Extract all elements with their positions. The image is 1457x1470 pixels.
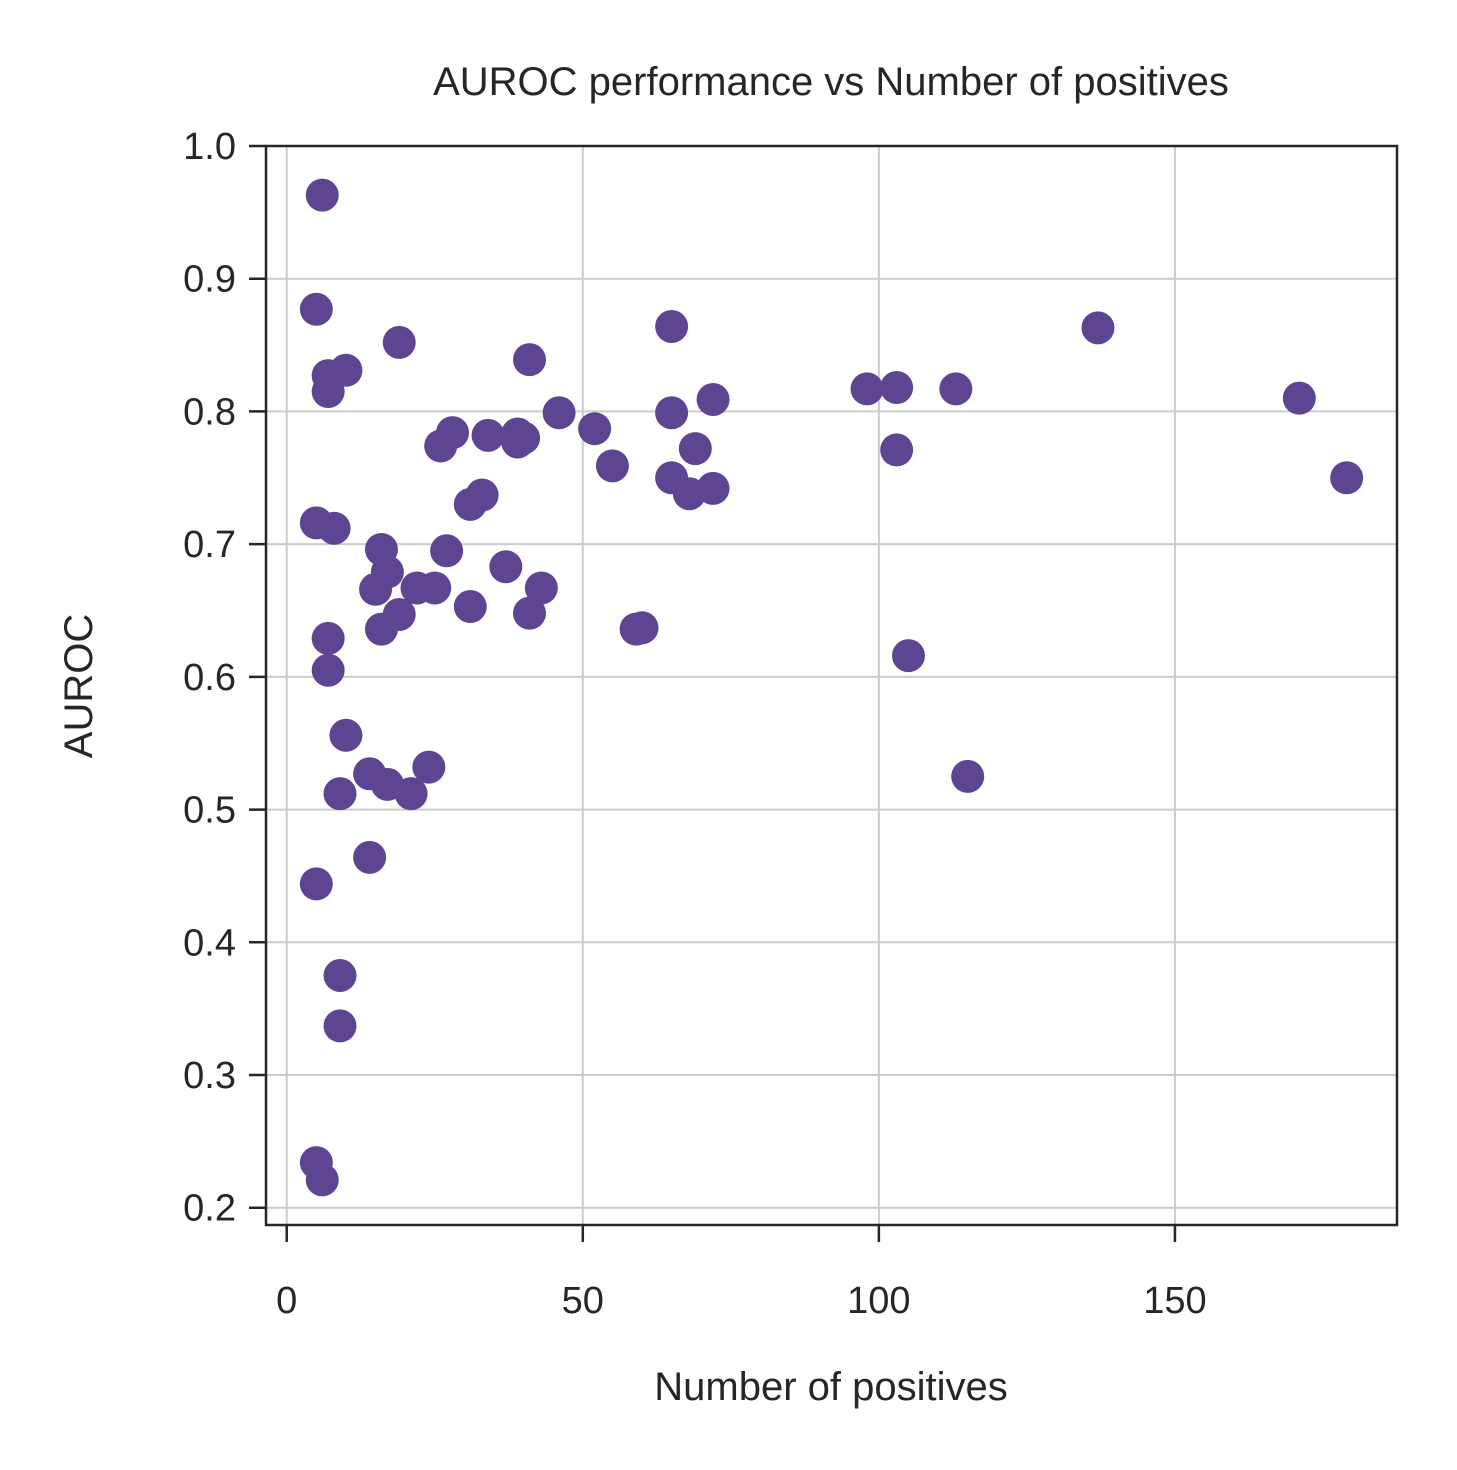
data-point — [595, 449, 629, 483]
data-point — [311, 653, 345, 687]
y-tick-label: 0.9 — [183, 259, 236, 301]
y-tick-label: 0.7 — [183, 524, 236, 566]
y-tick-label: 0.8 — [183, 391, 236, 433]
data-point — [311, 375, 345, 409]
y-tick-label: 0.6 — [183, 657, 236, 699]
data-point — [850, 372, 884, 406]
data-point — [1081, 311, 1115, 345]
data-point — [394, 777, 428, 811]
data-point — [696, 471, 730, 505]
data-point — [311, 621, 345, 655]
data-point — [323, 777, 357, 811]
x-tick-label: 50 — [562, 1280, 604, 1322]
y-axis-ticks: 0.2 0.3 0.4 0.5 0.6 0.7 0.8 0.9 1.0 — [183, 126, 266, 1230]
data-point — [305, 178, 339, 212]
y-tick-label: 1.0 — [183, 126, 236, 168]
data-point — [317, 511, 351, 545]
data-point — [625, 611, 659, 645]
data-point — [471, 418, 505, 452]
data-point — [489, 550, 523, 584]
data-point — [364, 612, 398, 646]
data-point — [299, 867, 333, 901]
data-point — [1330, 461, 1364, 495]
y-axis-label: AUROC — [57, 614, 101, 758]
data-point — [578, 412, 612, 446]
data-point — [359, 572, 393, 606]
data-points — [299, 178, 1364, 1197]
data-point — [655, 309, 689, 343]
data-point — [329, 718, 363, 752]
data-point — [305, 1163, 339, 1197]
data-point — [299, 292, 333, 326]
data-point — [696, 382, 730, 416]
y-tick-label: 0.2 — [183, 1188, 236, 1230]
data-point — [891, 639, 925, 673]
x-axis-ticks: 0 50 100 150 — [276, 1225, 1207, 1322]
data-point — [453, 590, 487, 624]
x-tick-label: 100 — [847, 1280, 910, 1322]
y-tick-label: 0.4 — [183, 922, 236, 964]
data-point — [542, 396, 576, 430]
y-tick-label: 0.3 — [183, 1055, 236, 1097]
plot-frame — [264, 144, 1399, 1227]
data-point — [418, 571, 452, 605]
chart-title: AUROC performance vs Number of positives — [433, 60, 1229, 104]
data-point — [513, 343, 547, 377]
data-point — [323, 1009, 357, 1043]
data-point — [382, 325, 416, 359]
data-point — [880, 433, 914, 467]
data-point — [436, 416, 470, 450]
data-point — [353, 840, 387, 874]
x-tick-label: 0 — [276, 1280, 297, 1322]
data-point — [412, 750, 446, 784]
x-tick-label: 150 — [1143, 1280, 1206, 1322]
data-point — [880, 371, 914, 405]
data-point — [430, 534, 464, 568]
data-point — [465, 478, 499, 512]
data-point — [323, 958, 357, 992]
data-point — [513, 596, 547, 630]
data-point — [524, 571, 558, 605]
data-point — [678, 432, 712, 466]
x-axis-label: Number of positives — [654, 1365, 1007, 1409]
data-point — [1282, 381, 1316, 415]
y-tick-label: 0.5 — [183, 790, 236, 832]
data-point — [655, 396, 689, 430]
data-point — [951, 759, 985, 793]
data-point — [507, 421, 541, 455]
data-point — [939, 372, 973, 406]
